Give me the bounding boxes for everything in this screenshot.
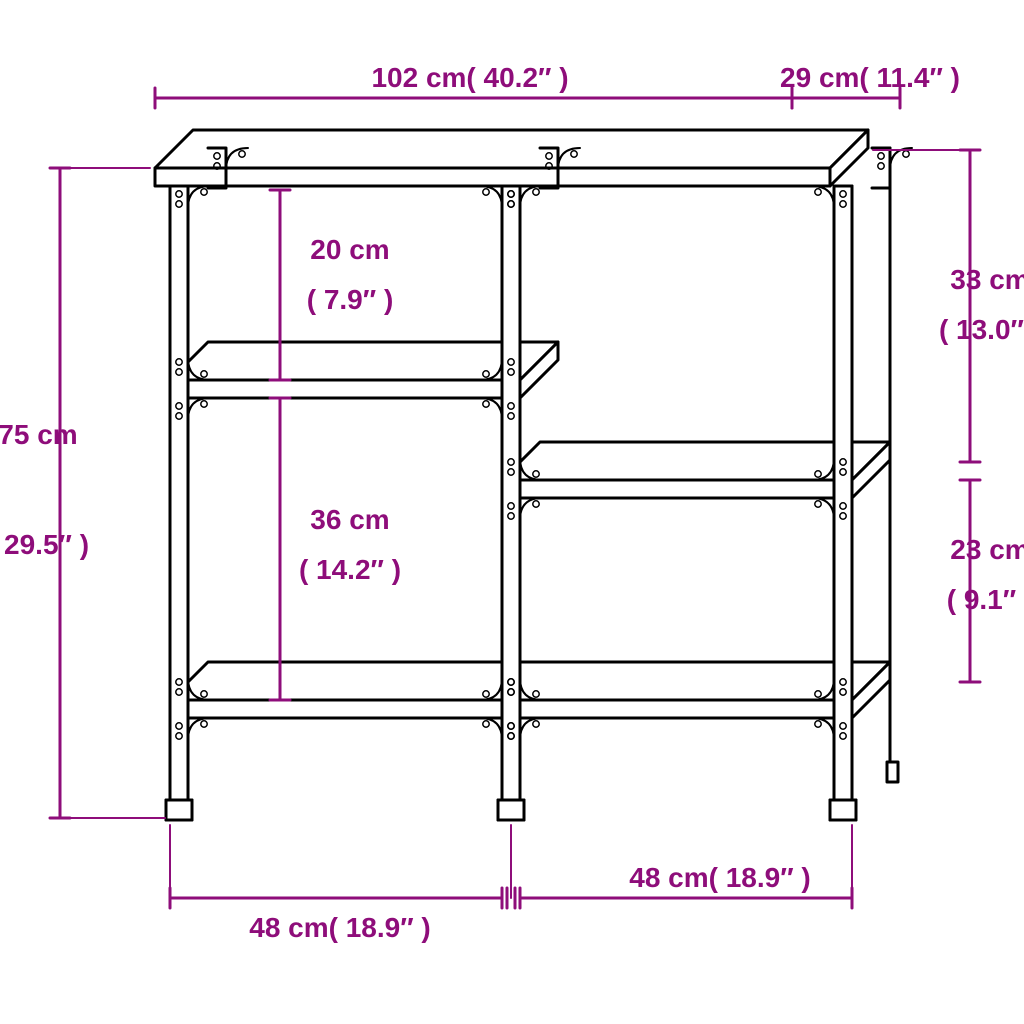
dim-right-23-b: ( 9.1″ ): [947, 584, 1024, 616]
diagram-svg: [0, 0, 1024, 1024]
dim-right-33-b: ( 13.0″ ): [939, 314, 1024, 346]
dim-inner-36-a: 36 cm: [310, 504, 389, 536]
diagram-stage: 102 cm( 40.2″ ) 29 cm( 11.4″ ) 75 cm ( 29.5…: [0, 0, 1024, 1024]
dim-height-75-b: ( 29.5″ ): [0, 529, 89, 561]
dim-inner-36-b: ( 14.2″ ): [299, 554, 401, 586]
dim-bottom-left-48: 48 cm( 18.9″ ): [249, 912, 431, 944]
dim-right-33-a: 33 cm: [950, 264, 1024, 296]
dim-width-102: 102 cm( 40.2″ ): [371, 62, 568, 94]
dim-bottom-right-48: 48 cm( 18.9″ ): [629, 862, 811, 894]
dim-height-75-a: 75 cm: [0, 419, 78, 451]
dim-depth-29: 29 cm( 11.4″ ): [780, 62, 960, 94]
dim-inner-20-b: ( 7.9″ ): [307, 284, 394, 316]
dim-inner-20-a: 20 cm: [310, 234, 389, 266]
dim-right-23-a: 23 cm: [950, 534, 1024, 566]
